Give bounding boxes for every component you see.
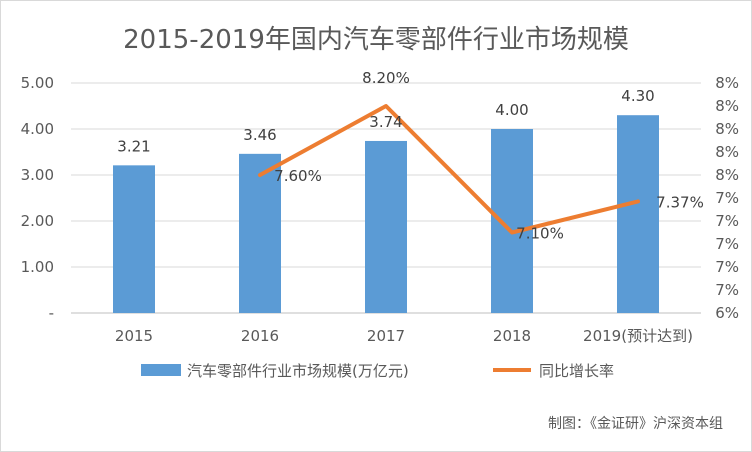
right-tick-label: 8% xyxy=(715,120,739,138)
right-tick-label: 6% xyxy=(715,304,739,322)
left-tick-label: 1.00 xyxy=(21,258,54,276)
right-tick-label: 7% xyxy=(715,212,739,230)
bar-value-label: 4.00 xyxy=(495,101,528,119)
bar xyxy=(365,140,407,313)
right-tick-label: 7% xyxy=(715,235,739,253)
growth-value-label: 8.20% xyxy=(362,69,410,87)
bar xyxy=(617,115,659,313)
x-tick-label: 2015 xyxy=(115,327,153,345)
chart-title: 2015-2019年国内汽车零部件行业市场规模 xyxy=(123,25,629,55)
bar-value-label: 3.46 xyxy=(243,126,276,144)
right-tick-label: 8% xyxy=(715,143,739,161)
x-tick-label: 2017 xyxy=(367,327,405,345)
bar xyxy=(239,153,281,313)
right-axis: 6% 7% 7% 7% 7% 7% 8% 8% 8% 8% 8% xyxy=(715,74,739,322)
left-axis: - 1.00 2.00 3.00 4.00 5.00 xyxy=(21,74,54,322)
growth-line-layer xyxy=(258,104,640,235)
right-tick-label: 7% xyxy=(715,189,739,207)
legend: 汽车零部件行业市场规模(万亿元) 同比增长率 xyxy=(141,362,614,380)
x-tick-label: 2016 xyxy=(241,327,279,345)
x-axis: 2015 2016 2017 2018 2019(预计达到) xyxy=(115,327,693,345)
bars xyxy=(113,115,659,313)
legend-line-label: 同比增长率 xyxy=(539,362,614,380)
x-tick-label: 2018 xyxy=(493,327,531,345)
bar xyxy=(113,165,155,313)
growth-value-label: 7.10% xyxy=(516,225,564,243)
bar xyxy=(491,129,533,313)
legend-bar-label: 汽车零部件行业市场规模(万亿元) xyxy=(187,362,409,380)
source-note: 制图：《金证研》沪深资本组 xyxy=(548,416,723,432)
right-tick-label: 7% xyxy=(715,258,739,276)
legend-bar-swatch xyxy=(141,364,181,376)
right-tick-label: 7% xyxy=(715,281,739,299)
bar-value-label: 4.30 xyxy=(621,87,654,105)
x-tick-label: 2019(预计达到) xyxy=(583,327,693,345)
right-tick-label: 8% xyxy=(715,97,739,115)
left-tick-label: 3.00 xyxy=(21,166,54,184)
left-tick-label: 2.00 xyxy=(21,212,54,230)
right-tick-label: 8% xyxy=(715,74,739,92)
left-tick-label: - xyxy=(49,304,54,322)
left-tick-label: 4.00 xyxy=(21,120,54,138)
growth-line xyxy=(258,104,640,235)
bar-value-label: 3.74 xyxy=(369,113,402,131)
data-labels: 3.21 3.46 3.74 4.00 4.30 7.60% 8.20% 7.10% 7.37% xyxy=(117,69,704,243)
growth-value-label: 7.60% xyxy=(274,167,322,185)
right-tick-label: 8% xyxy=(715,166,739,184)
left-tick-label: 5.00 xyxy=(21,74,54,92)
growth-value-label: 7.37% xyxy=(656,193,704,211)
bar-value-label: 3.21 xyxy=(117,137,150,155)
